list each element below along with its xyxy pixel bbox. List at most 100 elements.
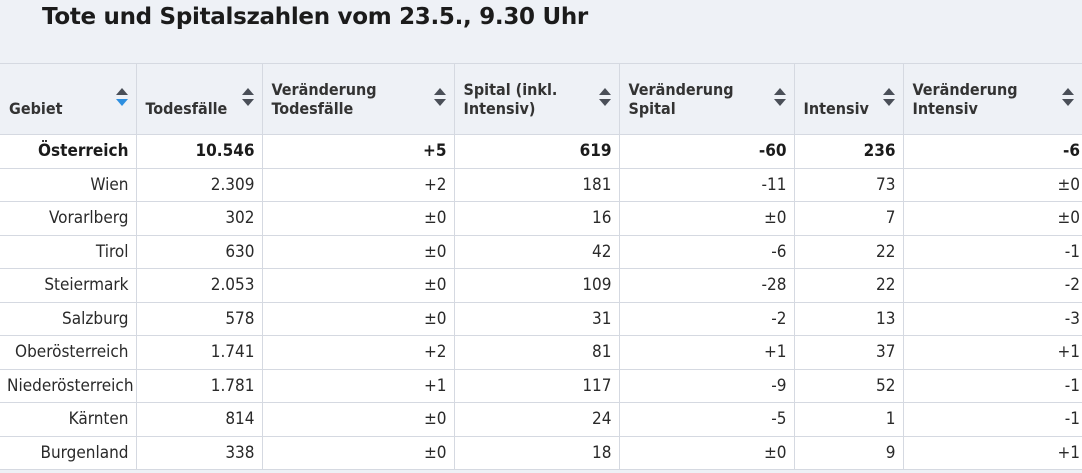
cell-region: Salzburg <box>0 302 137 336</box>
cell-hospital: 619 <box>454 134 620 169</box>
cell-hospital: 42 <box>454 235 620 269</box>
cell-hospital-change: -6 <box>619 235 795 269</box>
sort-descending-icon <box>882 99 895 106</box>
cell-region: Niederösterreich <box>0 369 137 403</box>
cell-icu-change: -1 <box>903 235 1082 269</box>
table-row-total: Österreich 10.546 +5 619 -60 236 -6 <box>0 134 1082 169</box>
cell-icu-change: +1 <box>903 436 1082 470</box>
cell-hospital-change: -60 <box>619 134 795 169</box>
sort-arrows-icon[interactable] <box>882 88 895 106</box>
table-row: Wien 2.309 +2 181 -11 73 ±0 <box>0 168 1082 202</box>
cell-deaths: 1.741 <box>136 335 263 370</box>
col-header-gebiet[interactable]: Gebiet <box>0 63 137 135</box>
column-label: Veränderung Todesfälle <box>271 80 377 118</box>
cell-region: Burgenland <box>0 436 137 470</box>
cell-icu-change: -1 <box>903 369 1082 403</box>
cell-deaths-change: +2 <box>262 335 455 370</box>
sort-descending-icon <box>115 99 128 106</box>
cell-deaths: 10.546 <box>136 134 263 169</box>
sort-arrows-icon[interactable] <box>1062 88 1074 106</box>
cell-hospital-change: -28 <box>619 268 795 303</box>
column-label: Veränderung Intensiv <box>912 80 1018 118</box>
sort-descending-icon <box>598 99 611 106</box>
sort-ascending-icon <box>598 88 611 95</box>
sort-ascending-icon <box>882 88 895 95</box>
cell-hospital: 24 <box>454 402 620 437</box>
cell-region: Österreich <box>0 134 137 169</box>
cell-deaths: 578 <box>136 302 263 336</box>
cell-icu: 37 <box>794 335 904 370</box>
page-title: Tote und Spitalszahlen vom 23.5., 9.30 U… <box>42 4 588 30</box>
cell-hospital: 109 <box>454 268 620 303</box>
col-header-veraenderung-intensiv[interactable]: Veränderung Intensiv <box>903 63 1082 135</box>
table-header: Gebiet Todesfälle Veränderung Todesfälle Sp… <box>0 63 1082 135</box>
cell-deaths-change: ±0 <box>262 302 455 336</box>
cell-icu-change: -2 <box>903 268 1082 303</box>
cell-deaths: 1.781 <box>136 369 263 403</box>
cell-icu-change: -1 <box>903 402 1082 437</box>
sort-arrows-icon[interactable] <box>115 88 128 106</box>
column-label: Intensiv <box>803 99 869 118</box>
cell-region: Oberösterreich <box>0 335 137 370</box>
cell-hospital-change: ±0 <box>619 436 795 470</box>
table-row: Niederösterreich 1.781 +1 117 -9 52 -1 <box>0 369 1082 403</box>
table-row: Salzburg 578 ±0 31 -2 13 -3 <box>0 302 1082 336</box>
sort-arrows-icon[interactable] <box>241 88 254 106</box>
cell-icu: 73 <box>794 168 904 202</box>
column-label: Gebiet <box>9 99 63 118</box>
cell-region: Steiermark <box>0 268 137 303</box>
cell-icu-change: +1 <box>903 335 1082 370</box>
cell-icu-change: -3 <box>903 302 1082 336</box>
sort-ascending-icon <box>1062 88 1074 95</box>
cell-hospital: 117 <box>454 369 620 403</box>
col-header-veraenderung-spital[interactable]: Veränderung Spital <box>619 63 795 135</box>
cell-icu-change: ±0 <box>903 168 1082 202</box>
cell-icu: 7 <box>794 201 904 236</box>
header-row: Gebiet Todesfälle Veränderung Todesfälle Sp… <box>0 63 1082 135</box>
sort-ascending-icon <box>241 88 254 95</box>
cell-hospital: 31 <box>454 302 620 336</box>
col-header-veraenderung-todesfaelle[interactable]: Veränderung Todesfälle <box>262 63 455 135</box>
sort-descending-icon <box>433 99 446 106</box>
cell-deaths-change: ±0 <box>262 436 455 470</box>
table-row: Vorarlberg 302 ±0 16 ±0 7 ±0 <box>0 201 1082 236</box>
cell-hospital-change: +1 <box>619 335 795 370</box>
cell-region: Wien <box>0 168 137 202</box>
cell-deaths: 302 <box>136 201 263 236</box>
cell-icu: 1 <box>794 402 904 437</box>
cell-hospital: 16 <box>454 201 620 236</box>
sort-arrows-icon[interactable] <box>433 88 446 106</box>
table-body: Österreich 10.546 +5 619 -60 236 -6 Wien 2.309 +2… <box>0 134 1082 470</box>
table-row: Burgenland 338 ±0 18 ±0 9 +1 <box>0 436 1082 470</box>
cell-hospital-change: -5 <box>619 402 795 437</box>
table-row: Oberösterreich 1.741 +2 81 +1 37 +1 <box>0 335 1082 370</box>
col-header-intensiv[interactable]: Intensiv <box>794 63 904 135</box>
cell-icu-change: -6 <box>903 134 1082 169</box>
cell-hospital-change: -9 <box>619 369 795 403</box>
col-header-todesfaelle[interactable]: Todesfälle <box>136 63 263 135</box>
cell-hospital-change: ±0 <box>619 201 795 236</box>
sort-ascending-icon <box>115 88 128 95</box>
cell-hospital: 18 <box>454 436 620 470</box>
col-header-spital[interactable]: Spital (inkl. Intensiv) <box>454 63 620 135</box>
sort-ascending-icon <box>773 88 786 95</box>
cell-deaths-change: ±0 <box>262 235 455 269</box>
cell-deaths-change: +5 <box>262 134 455 169</box>
column-label: Todesfälle <box>145 99 228 118</box>
cell-deaths-change: ±0 <box>262 402 455 437</box>
sort-descending-icon <box>241 99 254 106</box>
cell-icu: 9 <box>794 436 904 470</box>
sort-ascending-icon <box>433 88 446 95</box>
cell-deaths-change: +1 <box>262 369 455 403</box>
cell-deaths-change: ±0 <box>262 268 455 303</box>
cell-deaths-change: +2 <box>262 168 455 202</box>
sort-arrows-icon[interactable] <box>598 88 611 106</box>
cell-region: Vorarlberg <box>0 201 137 236</box>
sort-arrows-icon[interactable] <box>773 88 786 106</box>
cell-region: Tirol <box>0 235 137 269</box>
column-label: Veränderung Spital <box>628 80 734 118</box>
cell-icu: 22 <box>794 235 904 269</box>
table-row: Steiermark 2.053 ±0 109 -28 22 -2 <box>0 268 1082 303</box>
cell-icu: 13 <box>794 302 904 336</box>
